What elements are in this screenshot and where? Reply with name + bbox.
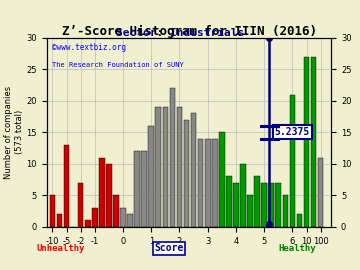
Bar [99, 157, 105, 227]
Bar [289, 94, 295, 227]
Bar [254, 176, 260, 227]
Text: ©www.textbiz.org: ©www.textbiz.org [53, 43, 126, 52]
Bar [106, 164, 112, 227]
Text: Score: Score [154, 243, 184, 253]
Bar [170, 88, 175, 227]
Bar [85, 221, 91, 227]
Bar [134, 151, 140, 227]
Text: 5.2375: 5.2375 [275, 127, 310, 137]
Bar [261, 183, 267, 227]
Bar [304, 57, 309, 227]
Bar [148, 126, 154, 227]
Bar [113, 195, 119, 227]
Bar [247, 195, 253, 227]
Bar [127, 214, 133, 227]
Bar [198, 139, 203, 227]
Bar [205, 139, 211, 227]
Y-axis label: Number of companies
(573 total): Number of companies (573 total) [4, 86, 24, 179]
Bar [191, 113, 197, 227]
Bar [141, 151, 147, 227]
Bar [162, 107, 168, 227]
Bar [269, 183, 274, 227]
Bar [50, 195, 55, 227]
Bar [219, 132, 225, 227]
Bar [240, 164, 246, 227]
Bar [226, 176, 232, 227]
Bar [120, 208, 126, 227]
Bar [311, 57, 316, 227]
Bar [297, 214, 302, 227]
Bar [275, 183, 281, 227]
Text: Healthy: Healthy [278, 244, 316, 253]
Bar [57, 214, 62, 227]
Bar [64, 145, 69, 227]
Text: The Research Foundation of SUNY: The Research Foundation of SUNY [53, 62, 184, 68]
Text: Sector: Industrials: Sector: Industrials [116, 28, 244, 38]
Bar [318, 157, 323, 227]
Bar [233, 183, 239, 227]
Bar [184, 120, 189, 227]
Title: Z’-Score Histogram for IIIN (2016): Z’-Score Histogram for IIIN (2016) [62, 25, 316, 38]
Bar [283, 195, 288, 227]
Bar [212, 139, 217, 227]
Bar [78, 183, 84, 227]
Bar [177, 107, 182, 227]
Bar [92, 208, 98, 227]
Bar [156, 107, 161, 227]
Text: Unhealthy: Unhealthy [37, 244, 85, 253]
